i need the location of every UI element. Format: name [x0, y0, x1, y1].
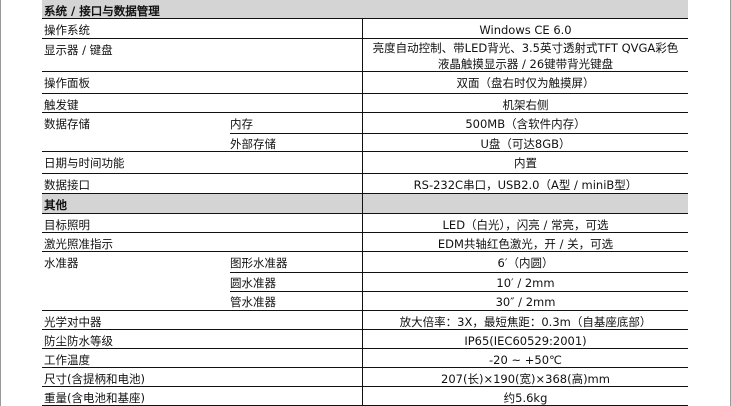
row-value: -20 ~ +50℃ — [489, 353, 562, 367]
table-row: 工作温度 -20 ~ +50℃ — [42, 349, 688, 368]
column-divider — [362, 233, 363, 252]
column-divider — [362, 152, 363, 174]
row-value: IP65(IEC60529:2001) — [464, 334, 587, 348]
column-divider — [362, 330, 363, 349]
row-label: 显示器 / 键盘 — [44, 43, 113, 57]
row-value: EDM共轴红色激光，开 / 关，可选 — [437, 237, 614, 251]
subrow-label: 圆水准器 — [230, 276, 276, 290]
column-divider — [362, 39, 363, 72]
subrow-value: 500MB（含软件内存） — [465, 117, 586, 131]
row-label: 激光照准指示 — [44, 237, 113, 251]
section-header-row: 其他 — [42, 194, 688, 214]
subrow-divider — [230, 133, 688, 134]
table-row: 操作系统 Windows CE 6.0 — [42, 19, 688, 39]
section-header-row: 系统 / 接口与数据管理 — [42, 0, 688, 19]
row-label: 工作温度 — [44, 353, 90, 367]
row-value: 亮度自动控制、带LED背光、3.5英寸透射式TFT QVGA彩色液晶触摸显示器 … — [372, 41, 679, 71]
table-subrow: 外部存储 U盘（可达8GB） — [42, 133, 688, 152]
row-label: 重量(含电池和基座) — [44, 391, 145, 405]
table-row: 激光照准指示 EDM共轴红色激光，开 / 关，可选 — [42, 233, 688, 252]
row-value: 内置 — [514, 156, 537, 170]
row-label: 操作面板 — [44, 76, 90, 90]
row-label: 日期与时间功能 — [44, 156, 125, 170]
row-value: 放大倍率：3X，最短焦距：0.3m（自基座底部） — [399, 315, 652, 329]
table-row: 触发键 机架右侧 — [42, 94, 688, 113]
table-row: 尺寸(含提柄和电池) 207(长)×190(宽)×368(高)mm — [42, 368, 688, 387]
subrow-divider — [230, 272, 688, 273]
subrow-label: 管水准器 — [230, 295, 276, 309]
column-divider — [362, 387, 363, 406]
table-row: 日期与时间功能 内置 — [42, 152, 688, 174]
column-divider — [362, 19, 363, 39]
table-row: 操作面板 双面（盘右时仅为触摸屏） — [42, 72, 688, 94]
column-divider — [362, 252, 363, 311]
column-divider — [362, 94, 363, 113]
subrow-value: 10′ / 2mm — [496, 276, 555, 290]
column-divider — [362, 72, 363, 94]
row-label: 水准器 — [44, 256, 79, 270]
table-subrow: 内存 500MB（含软件内存） — [42, 113, 688, 134]
table-row: 防尘防水等级 IP65(IEC60529:2001) — [42, 330, 688, 349]
row-label: 数据接口 — [44, 178, 90, 192]
table-row: 数据接口 RS-232C串口，USB2.0（A型 / miniB型） — [42, 174, 688, 194]
spec-table: 系统 / 接口与数据管理 操作系统 Windows CE 6.0 显示器 / 键盘 亮度… — [42, 0, 688, 406]
row-value: 双面（盘右时仅为触摸屏） — [456, 76, 595, 90]
table-subrow: 圆水准器 10′ / 2mm — [42, 272, 688, 292]
table-row: 目标照明 LED（白光），闪亮 / 常亮，可选 — [42, 214, 688, 233]
page-edge-left — [0, 0, 1, 406]
table-subrow: 管水准器 30″ / 2mm — [42, 291, 688, 311]
table-row-group: 数据存储 内存 500MB（含软件内存） 外部存储 U盘（可达8GB） — [42, 113, 688, 152]
row-label: 光学对中器 — [44, 315, 102, 329]
subrow-value: 30″ / 2mm — [495, 295, 556, 309]
subrow-label: 外部存储 — [230, 137, 276, 151]
subrow-value: 6′（内圆） — [497, 256, 554, 270]
row-value: Windows CE 6.0 — [479, 23, 572, 37]
row-value: 约5.6kg — [503, 391, 548, 405]
column-divider — [362, 174, 363, 194]
column-divider — [362, 214, 363, 233]
column-divider — [362, 368, 363, 387]
column-divider — [362, 349, 363, 368]
column-divider — [362, 194, 363, 214]
subrow-label: 内存 — [230, 117, 253, 131]
section-title: 系统 / 接口与数据管理 — [44, 4, 160, 18]
row-value: 机架右侧 — [502, 98, 549, 112]
section-title: 其他 — [44, 198, 67, 212]
table-row: 显示器 / 键盘 亮度自动控制、带LED背光、3.5英寸透射式TFT QVGA彩色… — [42, 39, 688, 72]
row-label: 触发键 — [44, 98, 79, 112]
table-subrow: 图形水准器 6′（内圆） — [42, 252, 688, 273]
row-value: RS-232C串口，USB2.0（A型 / miniB型） — [413, 178, 638, 192]
subrow-value: U盘（可达8GB） — [480, 137, 571, 151]
column-divider — [362, 311, 363, 330]
table-row: 光学对中器 放大倍率：3X，最短焦距：0.3m（自基座底部） — [42, 311, 688, 330]
table-row: 重量(含电池和基座) 约5.6kg — [42, 387, 688, 406]
row-label: 尺寸(含提柄和电池) — [44, 372, 145, 386]
row-value: LED（白光），闪亮 / 常亮，可选 — [442, 218, 609, 232]
row-value: 207(长)×190(宽)×368(高)mm — [441, 372, 610, 386]
subrow-label: 图形水准器 — [230, 256, 288, 270]
row-label: 操作系统 — [44, 23, 90, 37]
row-label: 防尘防水等级 — [44, 334, 113, 348]
row-label: 数据存储 — [44, 117, 90, 131]
column-divider — [362, 113, 363, 152]
row-label: 目标照明 — [44, 218, 90, 232]
table-row-group: 水准器 图形水准器 6′（内圆） 圆水准器 10′ / 2mm 管水准器 30″ / 2mm — [42, 252, 688, 311]
subrow-divider — [230, 291, 688, 292]
